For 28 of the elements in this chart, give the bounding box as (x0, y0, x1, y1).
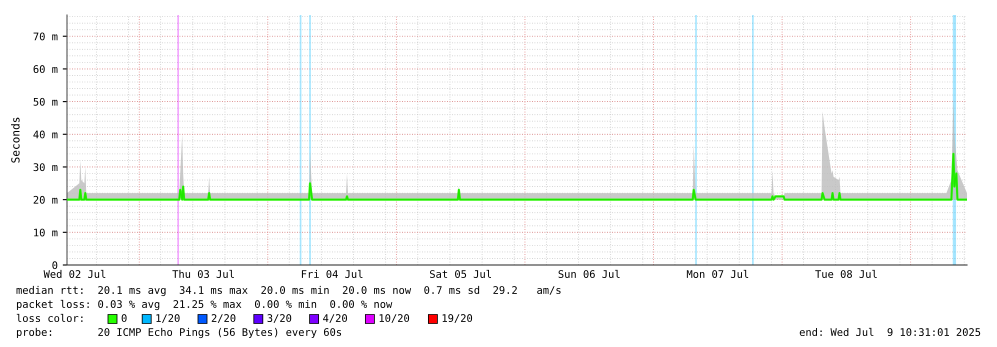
x-tick-label: Fri 04 Jul (302, 270, 362, 278)
y-tick-label: 40 m (33, 130, 58, 138)
text: loss color: (16, 314, 82, 322)
text: probe: 20 ICMP Echo Pings (56 Bytes) every 60s (16, 328, 342, 338)
y-tick-label: 0 (52, 261, 58, 270)
y-tick-label: 30 m (34, 163, 58, 172)
x-tick-label: Wed 02 Jul (44, 270, 106, 278)
legend-label: 19/20 (442, 314, 472, 323)
x-tick-label: Tue 08 Jul (815, 270, 877, 278)
legend-label: 4/20 (323, 314, 348, 323)
x-tick-label: Thu 03 Jul (172, 270, 234, 278)
legend-label: 3/20 (267, 314, 292, 323)
y-tick-label: 60 m (34, 65, 58, 74)
x-tick-label: Sun 06 Jul (558, 270, 620, 278)
y-tick-label: 70 m (34, 32, 58, 40)
text: packet loss: 0.03 % avg 21.25 % max 0.00 % min 0.00 % now (16, 300, 392, 310)
legend-label: 0 (122, 314, 127, 322)
legend-label: 2/20 (212, 314, 236, 323)
legend-label: 1/20 (156, 314, 180, 323)
x-tick-label: Mon 07 Jul (686, 270, 748, 278)
x-tick-label: Sat 05 Jul (430, 270, 492, 278)
text: median rtt: 20.1 ms avg 34.1 ms max 20.0 ms min 20.0 ms now 0.7 ms sd 29.2 am/s (16, 286, 561, 296)
text: end: Wed Jul 9 10:31:01 2025 (800, 328, 980, 336)
y-tick-label: 10 m (34, 228, 58, 236)
legend-label: 10/20 (380, 314, 410, 323)
y-axis-title: Seconds (11, 118, 20, 163)
y-tick-label: 50 m (34, 98, 58, 106)
y-tick-label: 20 m (34, 196, 58, 204)
